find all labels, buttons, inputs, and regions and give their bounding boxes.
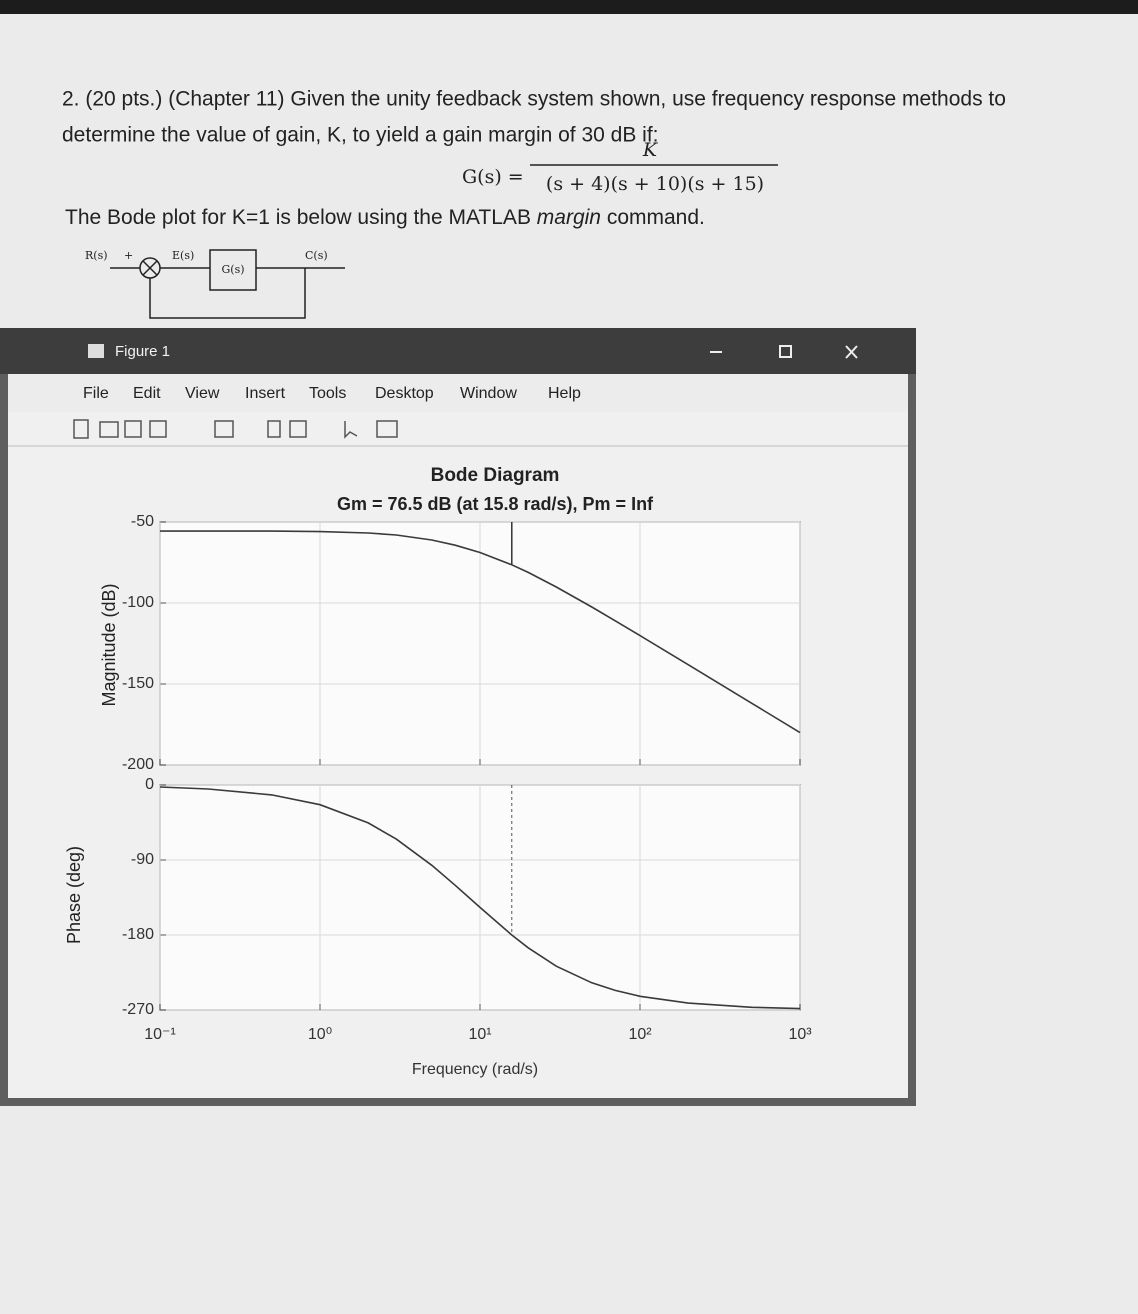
tool-icon[interactable] [214, 420, 234, 438]
tool-icon[interactable] [344, 421, 358, 439]
menu-item[interactable]: Tools [309, 385, 346, 402]
plot-area: -50 -100 -150 -200 Magnitude (dB) 0 -90 -180 -27… [64, 513, 812, 1043]
y-tick-label: -270 [122, 1001, 154, 1018]
x-tick-label: 10⁻¹ [144, 1026, 176, 1043]
block [209, 249, 257, 291]
menu-item[interactable]: Window [460, 385, 517, 402]
y-tick-label: -100 [122, 594, 154, 611]
menu-item[interactable]: Insert [245, 385, 286, 402]
x-tick-label: 10³ [788, 1026, 812, 1043]
question-line: 2. (20 pts.) (Chapter 11) Given the unit… [62, 88, 1006, 111]
note-emphasis: margin [537, 206, 601, 229]
tool-icon[interactable] [149, 420, 167, 438]
denominator: (s + 4)(s + 10)(s + 15) [546, 173, 764, 195]
tool-icon[interactable] [376, 420, 398, 438]
note: The Bode plot for K=1 is below using the… [65, 206, 705, 229]
tool-icon[interactable] [99, 421, 119, 438]
feedback-path [149, 268, 306, 319]
window-title: Figure 1 [115, 343, 170, 360]
output-label: C(s) [305, 249, 328, 262]
y-tick-label: 0 [145, 776, 154, 793]
chart-subtitle: Gm = 76.5 dB (at 15.8 rad/s), Pm = Inf [337, 494, 654, 514]
cross [142, 260, 158, 276]
error-label: E(s) [172, 249, 194, 262]
tool-icon[interactable] [73, 419, 89, 439]
block-diagram [110, 249, 345, 319]
menu-item[interactable]: Desktop [375, 385, 434, 402]
menu-item[interactable]: File [83, 385, 109, 402]
toolbar [73, 419, 398, 439]
y-axis-label: Magnitude (dB) [99, 583, 119, 706]
tool-icon[interactable] [124, 420, 142, 438]
question-line: determine the value of gain, K, to yield… [62, 124, 659, 147]
chart-title: Bode Diagram [431, 465, 560, 486]
close-button[interactable] [845, 345, 858, 359]
menu-item[interactable]: View [185, 385, 220, 402]
equation-lhs: G(s) = [462, 166, 524, 188]
y-axis-label: Phase (deg) [64, 846, 84, 944]
top-edge [0, 0, 1138, 14]
y-tick-label: -50 [131, 513, 154, 530]
response-line [160, 530, 801, 734]
numerator: K [642, 139, 659, 161]
block-label: G(s) [221, 263, 244, 276]
x-tick-label: 10¹ [468, 1026, 491, 1043]
plus-sign: + [124, 249, 133, 262]
response-line [159, 786, 801, 1010]
note-text: command. [601, 206, 705, 229]
maximize-button[interactable] [779, 345, 792, 358]
tool-icon[interactable] [289, 420, 307, 438]
menu-bar [8, 374, 908, 412]
menu-item[interactable]: Edit [133, 385, 161, 402]
input-label: R(s) [85, 249, 108, 262]
y-tick-label: -90 [131, 851, 154, 868]
menu-item[interactable]: Help [548, 385, 581, 402]
tool-icon[interactable] [267, 420, 281, 438]
x-tick-label: 10² [628, 1026, 652, 1043]
title-bar [0, 328, 916, 374]
note-text: The Bode plot for K=1 is below using the… [65, 206, 537, 229]
x-axis-label: Frequency (rad/s) [412, 1061, 538, 1078]
y-tick-label: -150 [122, 675, 154, 692]
menus: File Edit View Insert Tools Desktop Window Help [83, 385, 581, 402]
y-tick-label: -200 [122, 756, 154, 773]
window-icon [88, 344, 104, 358]
x-tick-label: 10⁰ [308, 1026, 332, 1043]
y-tick-label: -180 [122, 926, 154, 943]
